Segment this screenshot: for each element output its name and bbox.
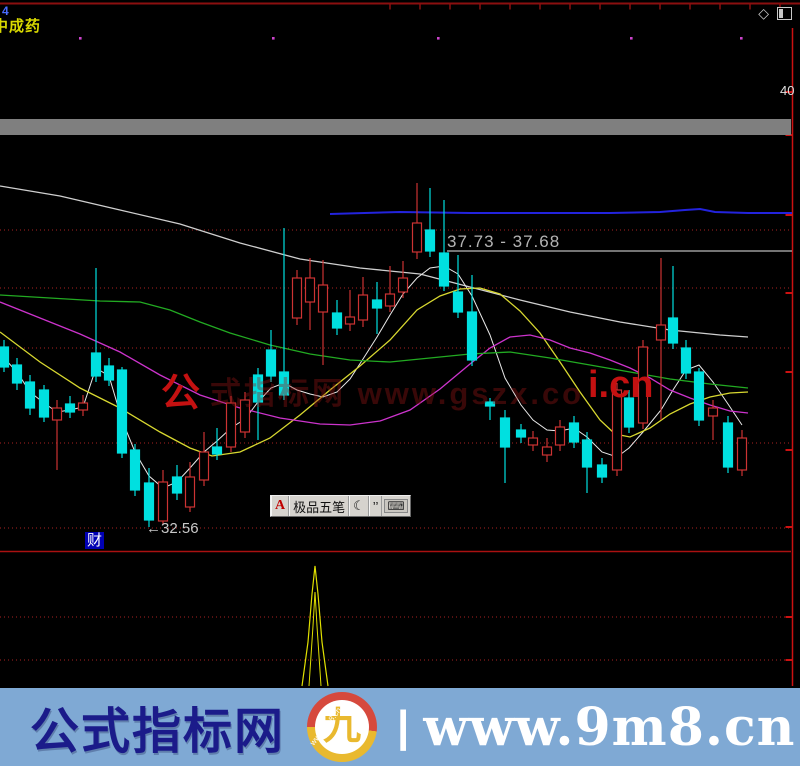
indicator-spike-inner — [308, 591, 322, 687]
ma60-green — [0, 294, 749, 389]
ime-name-label[interactable]: 极品五笔 — [289, 496, 350, 516]
ime-toolbar: A 极品五笔 ☾ ’’ ⌨ — [270, 495, 411, 517]
watermark-char: 公 — [161, 372, 201, 415]
ma10-yellow — [0, 287, 749, 457]
price-axis-top-label: 40 — [780, 83, 795, 98]
price-range-label: 37.73 - 37.68 — [447, 232, 561, 251]
period-number: 4 — [2, 4, 9, 18]
punctuation-icon[interactable]: ’’ — [368, 496, 383, 516]
keyboard-icon[interactable]: ⌨ — [384, 499, 408, 513]
banner-site-url: www.9m8.cn — [423, 696, 796, 758]
bottom-banner: 公式指标网 九 www.9m8.cn | www.9m8.cn — [0, 688, 800, 766]
watermark-faint-text: 式指标网 www.gszx.co — [210, 376, 585, 411]
moon-icon[interactable]: ☾ — [349, 496, 369, 516]
collapsed-panel-bar[interactable] — [0, 119, 791, 135]
ma-long-white — [0, 185, 749, 338]
low-point-label: ←32.56 — [146, 520, 199, 537]
watermark-suffix: i.cn — [588, 364, 654, 406]
indicator-spike-outer — [301, 565, 329, 687]
banner-site-name: 公式指标网 — [30, 704, 286, 759]
stock-name-label: 中成药 — [0, 18, 42, 35]
diamond-icon[interactable]: ◇ — [758, 5, 769, 21]
ime-mode-button[interactable]: A — [271, 496, 290, 516]
logo-glyph: 九 — [323, 706, 362, 748]
tab-finance-indicator[interactable]: 财 — [85, 532, 105, 549]
window-restore-icon[interactable] — [777, 6, 792, 20]
ma20-magenta — [0, 301, 749, 426]
site-logo-icon: 九 www.9m8.cn — [307, 692, 378, 762]
blue-level-line — [329, 207, 792, 215]
banner-separator: | — [397, 702, 410, 751]
